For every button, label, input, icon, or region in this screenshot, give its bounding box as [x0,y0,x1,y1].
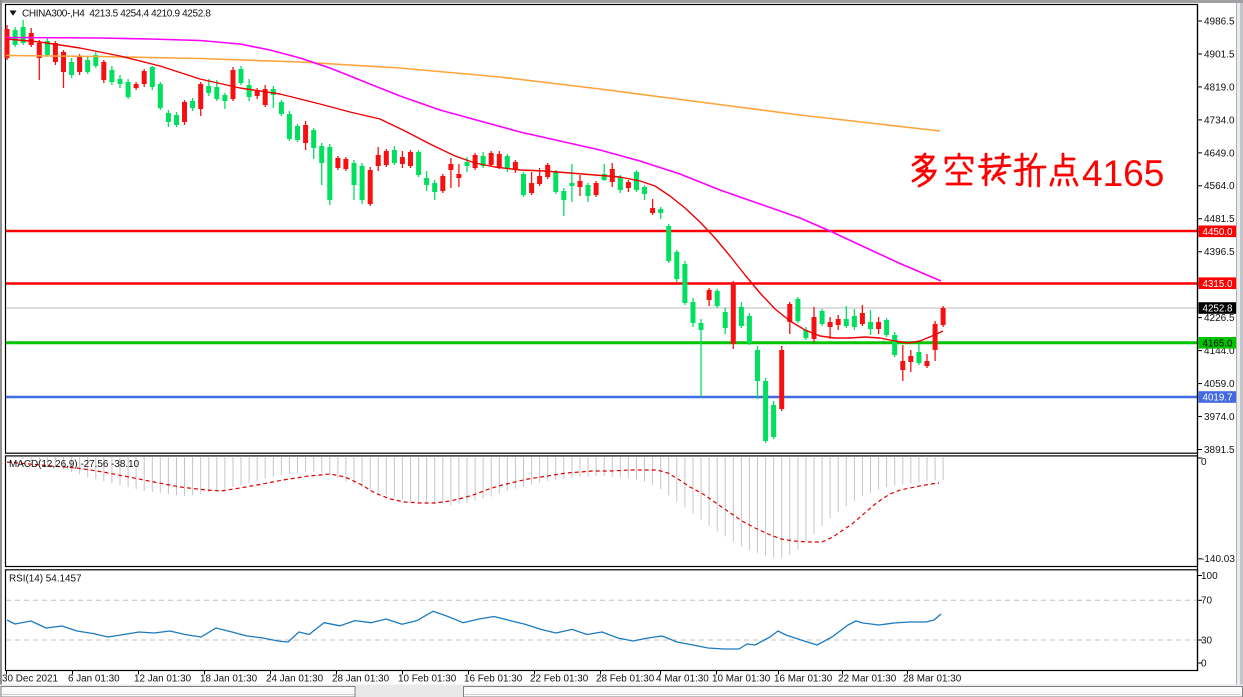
svg-text:30 Dec 2021: 30 Dec 2021 [2,674,59,685]
svg-text:28 Mar 01:30: 28 Mar 01:30 [903,674,962,685]
svg-text:18 Jan 01:30: 18 Jan 01:30 [200,674,258,685]
svg-text:70: 70 [1201,596,1213,607]
svg-text:6 Jan 01:30: 6 Jan 01:30 [68,674,120,685]
svg-text:10 Mar 01:30: 10 Mar 01:30 [712,674,771,685]
svg-text:CHINA300-,H4 4213.5 4254.4 42: CHINA300-,H4 4213.5 4254.4 4210.9 4252.8 [22,9,211,20]
svg-text:4144.0: 4144.0 [1204,346,1235,357]
svg-text:4059.0: 4059.0 [1204,379,1235,390]
svg-text:4252.8: 4252.8 [1203,304,1234,315]
svg-text:4564.0: 4564.0 [1204,181,1235,192]
svg-text:4226.5: 4226.5 [1204,313,1235,324]
svg-text:30: 30 [1201,635,1213,646]
svg-text:4450.0: 4450.0 [1203,227,1234,238]
svg-text:28 Jan 01:30: 28 Jan 01:30 [332,674,390,685]
svg-text:4819.0: 4819.0 [1204,82,1235,93]
svg-text:3891.5: 3891.5 [1204,445,1235,456]
svg-text:22 Mar 01:30: 22 Mar 01:30 [838,674,897,685]
svg-text:100: 100 [1201,571,1218,582]
svg-text:10 Feb 01:30: 10 Feb 01:30 [398,674,457,685]
svg-text:12 Jan 01:30: 12 Jan 01:30 [134,674,192,685]
svg-text:4649.0: 4649.0 [1204,148,1235,159]
svg-text:0: 0 [1201,457,1207,468]
svg-text:4901.5: 4901.5 [1204,49,1235,60]
svg-text:4396.5: 4396.5 [1204,247,1235,258]
svg-text:3974.0: 3974.0 [1204,412,1235,423]
svg-text:4734.0: 4734.0 [1204,115,1235,126]
svg-text:4481.5: 4481.5 [1204,214,1235,225]
svg-text:28 Feb 01:30: 28 Feb 01:30 [596,674,655,685]
svg-text:16 Mar 01:30: 16 Mar 01:30 [774,674,833,685]
svg-text:22 Feb 01:30: 22 Feb 01:30 [530,674,589,685]
svg-text:4986.5: 4986.5 [1204,16,1235,27]
svg-text:RSI(14) 54.1457: RSI(14) 54.1457 [9,574,81,585]
svg-text:0: 0 [1201,658,1207,669]
svg-text:4 Mar 01:30: 4 Mar 01:30 [656,674,709,685]
svg-text:4315.0: 4315.0 [1203,279,1234,290]
svg-text:MACD(12,26,9) -27.56 -38.10: MACD(12,26,9) -27.56 -38.10 [9,459,140,470]
svg-text:4165: 4165 [1082,153,1164,194]
svg-text:4165.0: 4165.0 [1203,338,1234,349]
svg-text:16 Feb 01:30: 16 Feb 01:30 [464,674,523,685]
svg-text:-140.03: -140.03 [1201,554,1235,565]
svg-text:24 Jan 01:30: 24 Jan 01:30 [266,674,324,685]
svg-text:4019.7: 4019.7 [1203,393,1233,404]
